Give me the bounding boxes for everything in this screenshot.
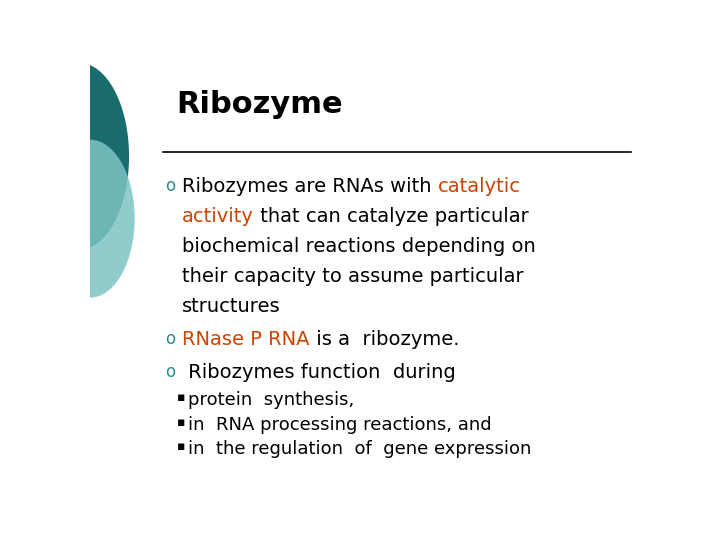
Text: RNase P RNA: RNase P RNA	[182, 330, 310, 349]
Text: in  the regulation  of  gene expression: in the regulation of gene expression	[188, 440, 531, 458]
Ellipse shape	[45, 140, 135, 298]
Text: that can catalyze particular: that can catalyze particular	[254, 207, 528, 226]
Text: o: o	[166, 363, 176, 381]
Text: structures: structures	[182, 297, 281, 316]
Text: in  RNA processing reactions, and: in RNA processing reactions, and	[188, 416, 491, 434]
Text: is a  ribozyme.: is a ribozyme.	[310, 330, 459, 349]
Text: Ribozymes function  during: Ribozymes function during	[182, 363, 456, 382]
Text: catalytic: catalytic	[438, 177, 521, 196]
Text: Ribozymes are RNAs with: Ribozymes are RNAs with	[182, 177, 438, 196]
Text: Ribozyme: Ribozyme	[176, 90, 343, 119]
Ellipse shape	[29, 63, 129, 250]
Text: o: o	[166, 177, 176, 195]
Text: ▪: ▪	[176, 416, 185, 429]
Text: their capacity to assume particular: their capacity to assume particular	[182, 267, 523, 286]
Text: ▪: ▪	[176, 440, 185, 453]
Text: ▪: ▪	[176, 391, 185, 404]
Text: biochemical reactions depending on: biochemical reactions depending on	[182, 237, 536, 256]
Text: activity: activity	[182, 207, 254, 226]
Text: protein  synthesis,: protein synthesis,	[188, 391, 354, 409]
Text: o: o	[166, 330, 176, 348]
